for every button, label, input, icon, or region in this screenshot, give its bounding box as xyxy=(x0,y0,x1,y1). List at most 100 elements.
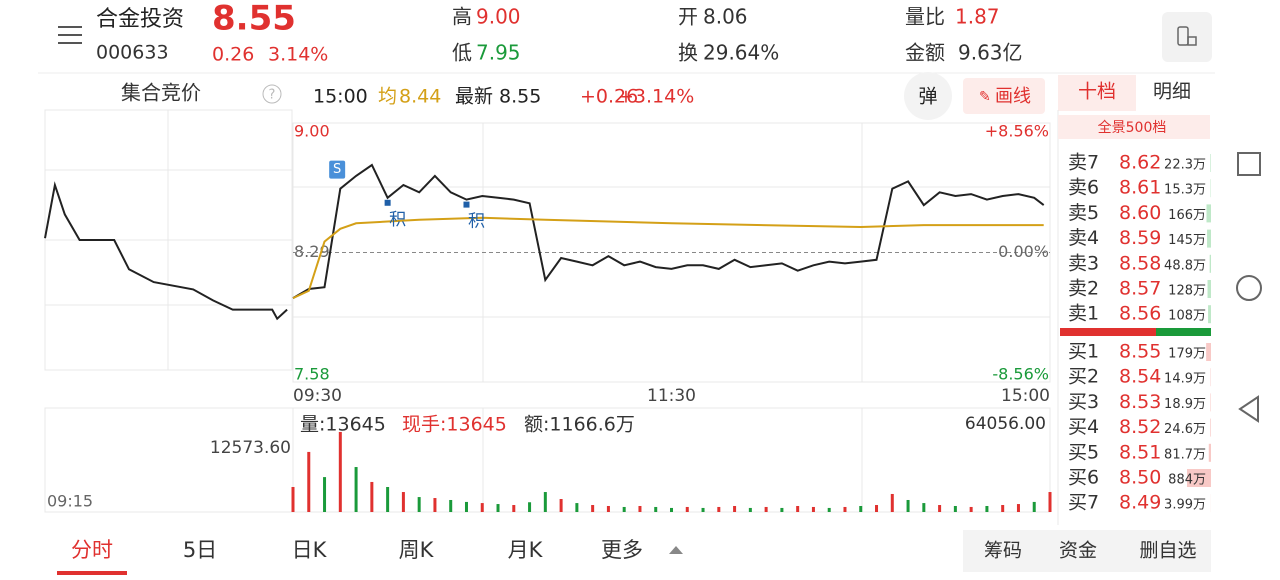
y2-tick-label: +8.56% xyxy=(985,122,1049,141)
ob-price: 8.62 xyxy=(1119,152,1161,174)
stock-name: 合金投资 xyxy=(96,7,184,32)
ob-label: 卖6 xyxy=(1068,177,1099,199)
avg: 8.44 xyxy=(399,86,441,108)
volume-bar xyxy=(765,507,768,512)
volume-bar xyxy=(907,500,910,512)
label: 低 xyxy=(452,41,472,65)
ob-label: 买7 xyxy=(1068,492,1099,514)
volume-bar xyxy=(733,506,736,512)
last: 8.55 xyxy=(499,86,541,108)
volume-bar xyxy=(686,507,689,512)
volume-bar xyxy=(370,482,373,512)
ob-vol: 18.9万 xyxy=(1164,397,1206,412)
value: 1.87 xyxy=(955,5,1000,29)
y-tick-label: 7.58 xyxy=(294,365,330,384)
volume-bar xyxy=(749,508,752,512)
volume-bar xyxy=(970,507,973,512)
volume-bar xyxy=(465,502,468,512)
stock-code: 000633 xyxy=(96,42,169,64)
volume-bar xyxy=(717,507,720,512)
ob-vol: 108万 xyxy=(1168,309,1206,324)
volume-bar xyxy=(575,503,578,512)
ob-bar xyxy=(1208,280,1211,298)
value: 9.00 xyxy=(476,5,521,29)
tab[interactable]: 更多 xyxy=(601,538,643,562)
volume-bar xyxy=(670,508,673,512)
ob-bar xyxy=(1206,204,1211,222)
ob-vol: 179万 xyxy=(1168,347,1206,362)
volume-info: 现手:13645 xyxy=(402,414,507,436)
volume-bar xyxy=(355,467,358,512)
button[interactable]: 资金 xyxy=(1059,540,1097,562)
x-tick-label: 11:30 xyxy=(647,386,696,406)
ob-vol: 3.99万 xyxy=(1164,498,1206,513)
button[interactable]: 筹码 xyxy=(984,540,1022,562)
label: 金额 xyxy=(905,41,945,65)
value: 29.64% xyxy=(703,41,779,65)
volume-bar xyxy=(418,497,421,512)
price-line xyxy=(45,185,287,319)
chg-pct: +3.14% xyxy=(618,86,694,108)
volume-bar xyxy=(638,506,641,512)
volume-bar xyxy=(512,505,515,512)
value: 9.63亿 xyxy=(958,41,1023,65)
nav-home[interactable] xyxy=(1237,276,1261,300)
nav-recent[interactable] xyxy=(1238,153,1260,175)
volume-bar xyxy=(891,494,894,512)
ob-vol: 145万 xyxy=(1168,233,1206,248)
volume-bar xyxy=(654,507,657,512)
volume-info: 量:13645 xyxy=(300,414,386,436)
ob-label: 卖5 xyxy=(1068,202,1099,224)
button[interactable]: 删自选 xyxy=(1139,540,1196,562)
nav-back[interactable] xyxy=(1240,397,1258,421)
volume-bar xyxy=(1017,504,1020,512)
ob-label: 卖4 xyxy=(1068,227,1099,249)
x-tick-label: 09:30 xyxy=(293,386,342,406)
ob-vol: 81.7万 xyxy=(1164,447,1206,462)
pop-text: 弹 xyxy=(918,86,937,108)
tab[interactable]: 日K xyxy=(292,538,328,562)
ob-bar xyxy=(1210,419,1211,437)
volume-bar xyxy=(875,505,878,512)
tab-indicator xyxy=(57,571,127,575)
volume-bar xyxy=(780,508,783,512)
last-label: 最新 xyxy=(455,86,493,108)
volume-bar xyxy=(528,502,531,512)
ob-price: 8.59 xyxy=(1119,227,1161,249)
volume-bar xyxy=(954,506,957,512)
ob-vol: 15.3万 xyxy=(1164,183,1206,198)
ob-label: 卖1 xyxy=(1068,303,1099,325)
grid xyxy=(45,110,1058,525)
y-tick-label: 9.00 xyxy=(294,122,330,141)
ob-label: 卖7 xyxy=(1068,152,1099,174)
ob-vol: 166万 xyxy=(1168,208,1206,223)
ob-price: 8.55 xyxy=(1119,341,1161,363)
tab[interactable]: 5日 xyxy=(183,538,217,562)
screen-toggle[interactable] xyxy=(1162,12,1212,62)
volume-bar xyxy=(591,505,594,512)
value: 8.06 xyxy=(703,5,748,29)
auction-volume: 12573.60 xyxy=(210,438,291,458)
tab-text[interactable]: 明细 xyxy=(1153,81,1191,103)
menu-icon[interactable] xyxy=(58,27,82,43)
ob-label: 买2 xyxy=(1068,366,1099,388)
volume-bar xyxy=(796,506,799,512)
label: 高 xyxy=(452,5,472,29)
volume-bar xyxy=(1001,505,1004,512)
ob-price: 8.54 xyxy=(1119,366,1161,388)
ob-label: 买6 xyxy=(1068,467,1099,489)
tab[interactable]: 分时 xyxy=(71,538,113,562)
ob-price: 8.60 xyxy=(1119,202,1161,224)
volume-bar xyxy=(386,487,389,512)
volume-bar xyxy=(985,506,988,512)
volume-bar xyxy=(323,477,326,512)
ob-price: 8.58 xyxy=(1119,252,1161,274)
tab[interactable]: 周K xyxy=(399,538,435,562)
change: 0.26 xyxy=(212,44,254,66)
volume-bar xyxy=(307,452,310,512)
ob-bar xyxy=(1209,444,1211,462)
tab[interactable]: 月K xyxy=(508,538,544,562)
y-tick-label: 64056.00 xyxy=(965,414,1046,434)
ob-bar xyxy=(1207,230,1211,248)
